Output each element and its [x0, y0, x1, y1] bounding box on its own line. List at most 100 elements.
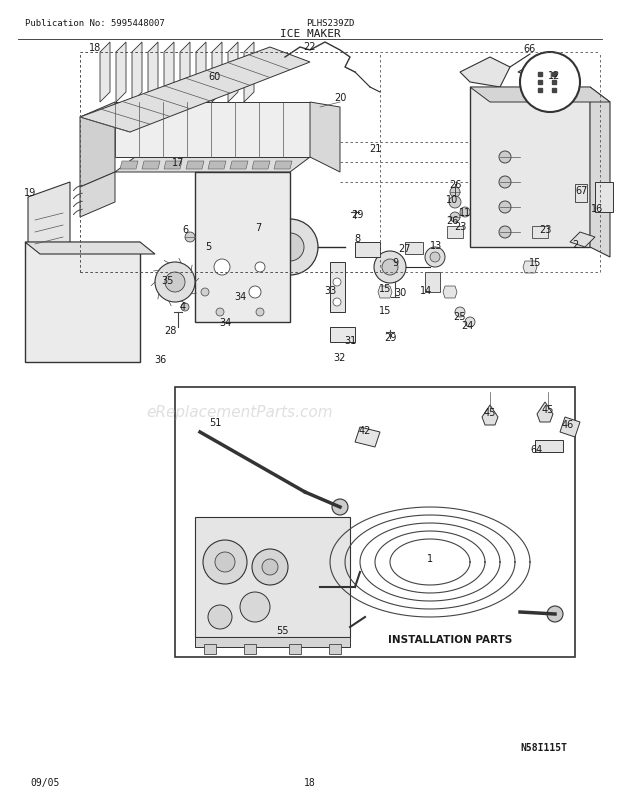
Text: 15: 15 [379, 284, 391, 294]
Text: 4: 4 [180, 302, 186, 312]
Bar [595, 183, 613, 213]
Circle shape [201, 289, 209, 297]
Circle shape [450, 188, 460, 198]
Circle shape [333, 278, 341, 286]
Bar [195, 517, 350, 638]
Bar [244, 644, 256, 654]
Text: 15: 15 [529, 257, 541, 268]
Bar [532, 227, 548, 239]
Circle shape [155, 263, 195, 302]
Text: 67: 67 [576, 186, 588, 196]
Text: 33: 33 [324, 286, 336, 296]
Text: 32: 32 [334, 353, 346, 363]
Polygon shape [132, 43, 142, 103]
Polygon shape [252, 162, 270, 170]
Text: eReplacementParts.com: eReplacementParts.com [147, 405, 334, 420]
Circle shape [165, 273, 185, 293]
Polygon shape [244, 43, 254, 103]
Polygon shape [115, 158, 310, 172]
Polygon shape [518, 61, 555, 79]
Text: 21: 21 [369, 144, 381, 154]
Text: 2: 2 [572, 240, 578, 249]
Polygon shape [523, 261, 537, 273]
Bar [25, 243, 140, 363]
Polygon shape [186, 162, 204, 170]
Text: 24: 24 [461, 321, 473, 330]
Bar [425, 273, 440, 293]
Circle shape [499, 152, 511, 164]
Polygon shape [355, 427, 380, 448]
Circle shape [374, 252, 406, 284]
Polygon shape [164, 43, 174, 103]
Text: 51: 51 [209, 418, 221, 427]
Text: 18: 18 [304, 777, 316, 787]
Text: 8: 8 [354, 233, 360, 244]
Polygon shape [180, 43, 190, 103]
Circle shape [499, 227, 511, 239]
Circle shape [382, 260, 398, 276]
Bar [195, 172, 290, 322]
Text: N58I115T: N58I115T [520, 742, 567, 752]
Circle shape [208, 606, 232, 630]
Circle shape [249, 286, 261, 298]
Polygon shape [355, 243, 380, 257]
Text: 15: 15 [379, 306, 391, 316]
Text: INSTALLATION PARTS: INSTALLATION PARTS [388, 634, 512, 644]
Circle shape [333, 298, 341, 306]
Circle shape [449, 196, 461, 209]
Circle shape [256, 309, 264, 317]
Polygon shape [80, 48, 310, 133]
Text: 11: 11 [459, 208, 471, 217]
Polygon shape [115, 103, 310, 158]
Text: 17: 17 [172, 158, 184, 168]
Circle shape [262, 220, 318, 276]
Text: 13: 13 [430, 241, 442, 251]
Text: 29: 29 [384, 333, 396, 342]
Polygon shape [560, 418, 580, 437]
Polygon shape [148, 43, 158, 103]
Text: 09/05: 09/05 [30, 777, 60, 787]
Polygon shape [274, 162, 292, 170]
Circle shape [240, 592, 270, 622]
Polygon shape [25, 243, 155, 255]
Polygon shape [460, 58, 510, 88]
Polygon shape [330, 327, 355, 342]
Polygon shape [28, 183, 70, 263]
Bar [535, 440, 563, 452]
Polygon shape [482, 406, 498, 426]
Text: ICE MAKER: ICE MAKER [280, 29, 340, 39]
Circle shape [255, 263, 265, 273]
Text: 64: 64 [531, 444, 543, 455]
Circle shape [520, 53, 580, 113]
Polygon shape [120, 162, 138, 170]
Text: 6: 6 [182, 225, 188, 235]
Polygon shape [212, 43, 222, 103]
Text: 55: 55 [276, 626, 288, 635]
Circle shape [216, 309, 224, 317]
Circle shape [430, 253, 440, 263]
Polygon shape [208, 162, 226, 170]
Text: 20: 20 [334, 93, 346, 103]
Bar [329, 644, 341, 654]
Circle shape [332, 500, 348, 516]
Polygon shape [164, 162, 182, 170]
Circle shape [181, 304, 189, 312]
Text: 30: 30 [394, 288, 406, 298]
Bar [447, 227, 463, 239]
Circle shape [252, 549, 288, 585]
Polygon shape [590, 88, 610, 257]
Text: 16: 16 [591, 204, 603, 214]
Polygon shape [228, 43, 238, 103]
Text: 60: 60 [209, 72, 221, 82]
Polygon shape [195, 638, 350, 647]
Circle shape [499, 176, 511, 188]
Text: 26: 26 [446, 216, 458, 225]
Text: 19: 19 [24, 188, 36, 198]
Text: 36: 36 [154, 354, 166, 365]
Text: 45: 45 [542, 404, 554, 415]
Polygon shape [310, 103, 340, 172]
Polygon shape [470, 88, 610, 103]
Text: 66: 66 [524, 44, 536, 54]
Text: 34: 34 [234, 292, 246, 302]
Text: 10: 10 [446, 195, 458, 205]
